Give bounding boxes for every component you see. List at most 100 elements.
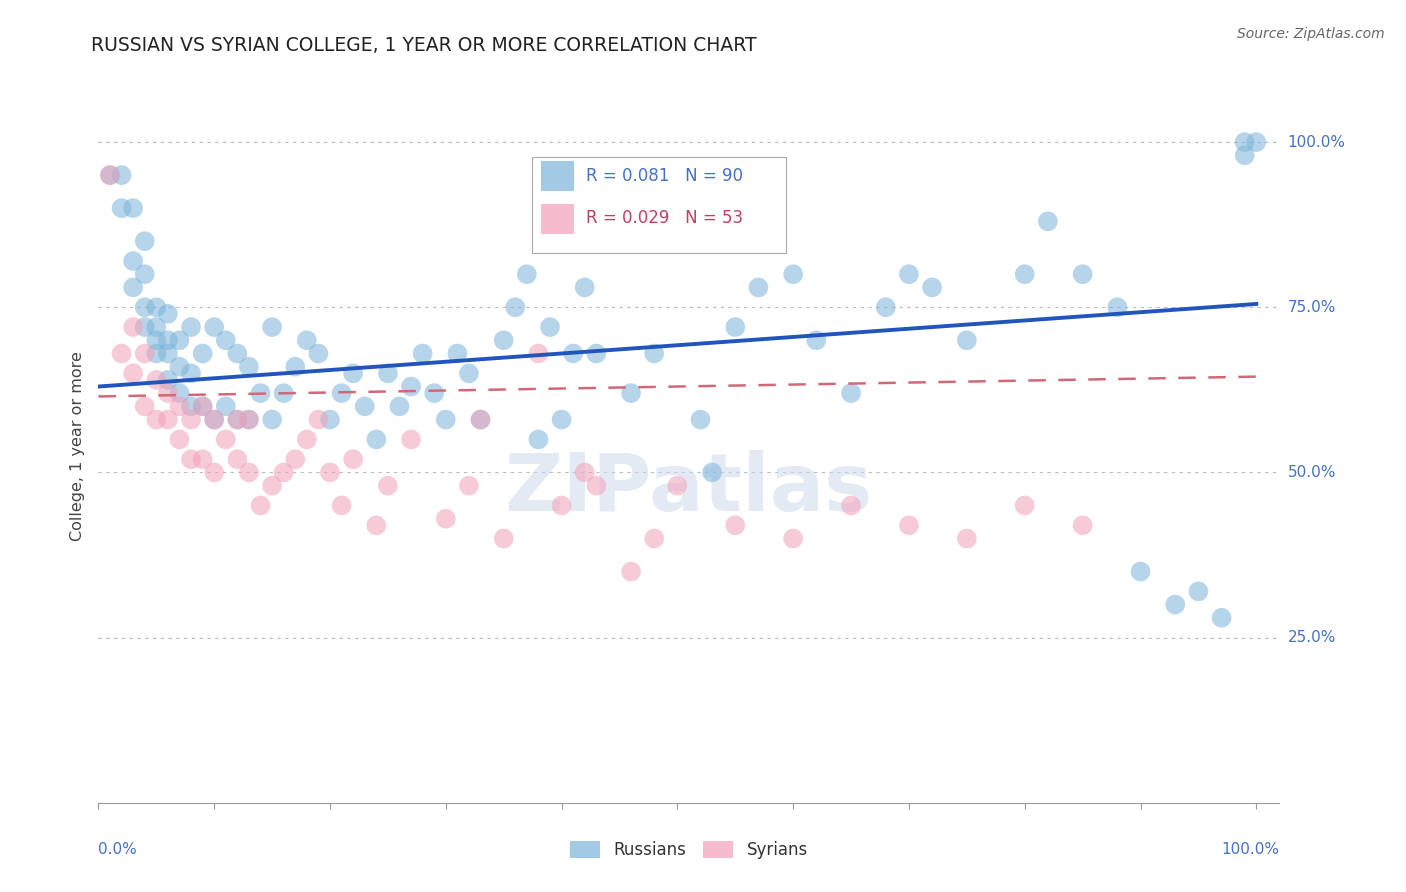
- Point: [342, 367, 364, 381]
- Point: [806, 333, 828, 347]
- Point: [1233, 135, 1256, 149]
- Point: [180, 320, 202, 334]
- Point: [550, 412, 572, 426]
- Point: [492, 333, 515, 347]
- Point: [307, 412, 329, 426]
- Point: [249, 499, 271, 513]
- Point: [330, 386, 353, 401]
- Point: [122, 280, 145, 294]
- Point: [238, 412, 260, 426]
- Point: [156, 386, 179, 401]
- Text: R = 0.081   N = 90: R = 0.081 N = 90: [586, 167, 744, 185]
- Point: [169, 359, 191, 374]
- Point: [782, 267, 804, 281]
- Point: [470, 412, 492, 426]
- Point: [643, 346, 665, 360]
- Point: [110, 346, 132, 360]
- Point: [226, 346, 249, 360]
- Point: [180, 412, 202, 426]
- Text: RUSSIAN VS SYRIAN COLLEGE, 1 YEAR OR MORE CORRELATION CHART: RUSSIAN VS SYRIAN COLLEGE, 1 YEAR OR MOR…: [91, 36, 756, 54]
- Point: [353, 400, 375, 414]
- Point: [666, 478, 689, 492]
- Point: [839, 386, 862, 401]
- Point: [700, 466, 723, 480]
- Point: [609, 214, 631, 228]
- Point: [226, 412, 249, 426]
- Point: [122, 367, 145, 381]
- Point: [238, 412, 260, 426]
- Point: [377, 367, 399, 381]
- Point: [366, 433, 388, 447]
- Point: [98, 168, 121, 182]
- Point: [399, 379, 422, 393]
- Point: [585, 478, 607, 492]
- Point: [134, 346, 156, 360]
- Point: [897, 267, 920, 281]
- Point: [620, 565, 643, 579]
- Point: [134, 320, 156, 334]
- Point: [1071, 518, 1094, 533]
- Point: [307, 346, 329, 360]
- Point: [191, 400, 214, 414]
- Point: [1246, 135, 1268, 149]
- Text: Source: ZipAtlas.com: Source: ZipAtlas.com: [1237, 27, 1385, 41]
- Point: [156, 333, 179, 347]
- Point: [202, 466, 225, 480]
- Point: [273, 386, 295, 401]
- Point: [191, 400, 214, 414]
- Point: [1107, 300, 1129, 314]
- Point: [122, 320, 145, 334]
- Point: [249, 386, 271, 401]
- Point: [226, 452, 249, 467]
- Point: [782, 532, 804, 546]
- Point: [1036, 214, 1059, 228]
- Text: 0.0%: 0.0%: [98, 842, 138, 856]
- Point: [238, 359, 260, 374]
- Point: [875, 300, 897, 314]
- Point: [330, 499, 353, 513]
- Point: [122, 201, 145, 215]
- Point: [319, 412, 342, 426]
- Point: [470, 412, 492, 426]
- Point: [434, 412, 457, 426]
- Y-axis label: College, 1 year or more: College, 1 year or more: [70, 351, 86, 541]
- Point: [180, 452, 202, 467]
- Point: [226, 412, 249, 426]
- Point: [202, 412, 225, 426]
- Point: [156, 346, 179, 360]
- Point: [202, 320, 225, 334]
- Point: [180, 367, 202, 381]
- Point: [516, 267, 538, 281]
- Point: [273, 466, 295, 480]
- Point: [839, 499, 862, 513]
- Text: 75.0%: 75.0%: [1288, 300, 1336, 315]
- Point: [262, 478, 284, 492]
- Point: [527, 433, 550, 447]
- Point: [747, 280, 769, 294]
- Text: 50.0%: 50.0%: [1288, 465, 1336, 480]
- Point: [562, 346, 585, 360]
- Point: [921, 280, 943, 294]
- Bar: [541, 161, 575, 191]
- Text: 25.0%: 25.0%: [1288, 630, 1336, 645]
- Point: [377, 478, 399, 492]
- Legend: Russians, Syrians: Russians, Syrians: [564, 834, 814, 866]
- Point: [295, 333, 318, 347]
- Point: [388, 400, 411, 414]
- Point: [897, 518, 920, 533]
- Point: [423, 386, 446, 401]
- Point: [492, 532, 515, 546]
- Point: [145, 300, 167, 314]
- Point: [366, 518, 388, 533]
- Point: [284, 452, 307, 467]
- Point: [169, 386, 191, 401]
- Point: [215, 433, 238, 447]
- Point: [503, 300, 526, 314]
- Point: [122, 254, 145, 268]
- Point: [169, 433, 191, 447]
- Point: [458, 478, 481, 492]
- Point: [620, 386, 643, 401]
- Point: [134, 234, 156, 248]
- Point: [1129, 565, 1152, 579]
- Point: [98, 168, 121, 182]
